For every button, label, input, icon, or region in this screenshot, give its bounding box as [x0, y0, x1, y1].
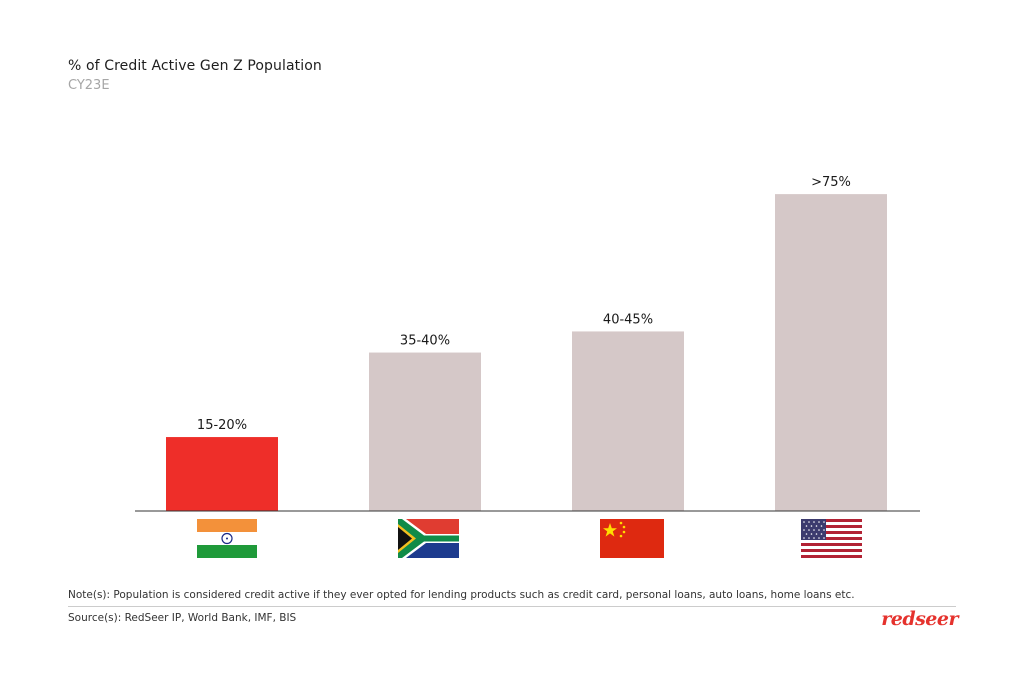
value-labels-group: 15-20% 35-40% 40-45% >75% [197, 175, 851, 433]
value-label-china: 40-45% [603, 312, 653, 327]
chart-subtitle: CY23E [68, 78, 110, 93]
footnote: Note(s): Population is considered credit… [68, 589, 855, 601]
india-flag-icon [197, 519, 257, 558]
source-note: Source(s): RedSeer IP, World Bank, IMF, … [68, 612, 297, 624]
china-flag-icon [600, 519, 664, 558]
bar-china [572, 331, 684, 511]
bar-usa [775, 194, 887, 511]
value-label-south-africa: 35-40% [400, 334, 450, 349]
south-africa-flag-icon [398, 519, 459, 558]
bar-india [166, 437, 278, 511]
bar-south-africa [369, 352, 481, 511]
redseer-logo: redseer [881, 608, 958, 630]
value-label-usa: >75% [811, 175, 851, 190]
footer-divider [68, 606, 956, 607]
bars-group [166, 194, 887, 511]
value-label-india: 15-20% [197, 418, 247, 433]
usa-flag-icon [801, 519, 862, 558]
bar-chart: 15-20% 35-40% 40-45% >75% [135, 175, 920, 558]
chart-title: % of Credit Active Gen Z Population [68, 58, 322, 74]
